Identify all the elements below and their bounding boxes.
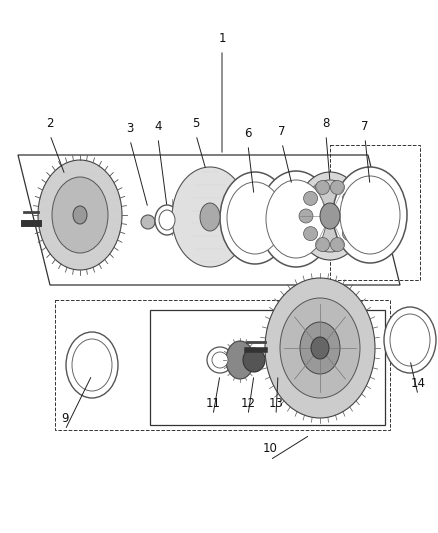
Ellipse shape xyxy=(296,172,364,260)
Text: 2: 2 xyxy=(46,117,54,130)
Text: 9: 9 xyxy=(61,412,69,425)
Ellipse shape xyxy=(320,203,340,229)
Ellipse shape xyxy=(268,348,288,372)
Text: 3: 3 xyxy=(126,122,134,135)
Ellipse shape xyxy=(172,167,248,267)
Ellipse shape xyxy=(38,160,122,270)
Ellipse shape xyxy=(207,347,233,373)
Ellipse shape xyxy=(259,171,333,267)
Circle shape xyxy=(330,181,344,195)
Text: 5: 5 xyxy=(192,117,200,130)
Circle shape xyxy=(316,238,329,252)
Text: 12: 12 xyxy=(240,397,255,410)
Ellipse shape xyxy=(300,322,340,374)
Ellipse shape xyxy=(311,337,329,359)
Text: 7: 7 xyxy=(361,120,369,133)
Ellipse shape xyxy=(159,210,175,230)
Text: 10: 10 xyxy=(262,442,277,455)
Ellipse shape xyxy=(52,177,108,253)
Text: 4: 4 xyxy=(154,120,162,133)
Ellipse shape xyxy=(280,298,360,398)
Ellipse shape xyxy=(390,314,430,366)
Ellipse shape xyxy=(333,167,407,263)
Ellipse shape xyxy=(384,307,436,373)
Ellipse shape xyxy=(155,205,179,235)
Ellipse shape xyxy=(243,348,265,372)
Text: 1: 1 xyxy=(218,32,226,45)
Ellipse shape xyxy=(220,172,290,264)
Text: 6: 6 xyxy=(244,127,252,140)
Ellipse shape xyxy=(212,352,228,368)
Text: 14: 14 xyxy=(410,377,425,390)
Ellipse shape xyxy=(66,332,118,398)
Ellipse shape xyxy=(302,180,358,252)
Circle shape xyxy=(304,227,318,240)
Circle shape xyxy=(347,209,361,223)
Ellipse shape xyxy=(266,180,326,258)
Circle shape xyxy=(304,191,318,205)
Circle shape xyxy=(343,191,357,205)
Ellipse shape xyxy=(72,339,112,391)
Text: 7: 7 xyxy=(278,125,286,138)
Circle shape xyxy=(316,181,329,195)
Ellipse shape xyxy=(200,203,220,231)
Circle shape xyxy=(343,227,357,240)
Ellipse shape xyxy=(141,215,155,229)
Ellipse shape xyxy=(227,182,283,254)
Ellipse shape xyxy=(340,176,400,254)
Ellipse shape xyxy=(73,206,87,224)
Text: 13: 13 xyxy=(268,397,283,410)
Text: 11: 11 xyxy=(205,397,220,410)
Circle shape xyxy=(330,238,344,252)
Circle shape xyxy=(299,209,313,223)
Text: 8: 8 xyxy=(322,117,330,130)
Ellipse shape xyxy=(265,278,375,418)
Ellipse shape xyxy=(226,341,254,379)
